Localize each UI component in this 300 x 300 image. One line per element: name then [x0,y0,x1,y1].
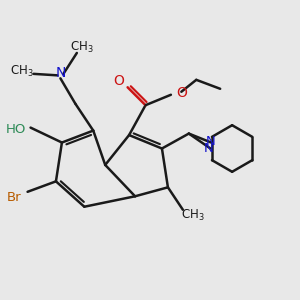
Text: N: N [56,66,66,80]
Text: O: O [113,74,124,88]
Text: Br: Br [7,191,21,204]
Text: N: N [203,142,213,155]
Text: CH$_3$: CH$_3$ [70,39,94,55]
Text: CH$_3$: CH$_3$ [182,208,205,223]
Text: O: O [176,86,187,100]
Text: N: N [206,135,215,148]
Text: CH$_3$: CH$_3$ [10,64,34,79]
Text: HO: HO [6,123,26,136]
